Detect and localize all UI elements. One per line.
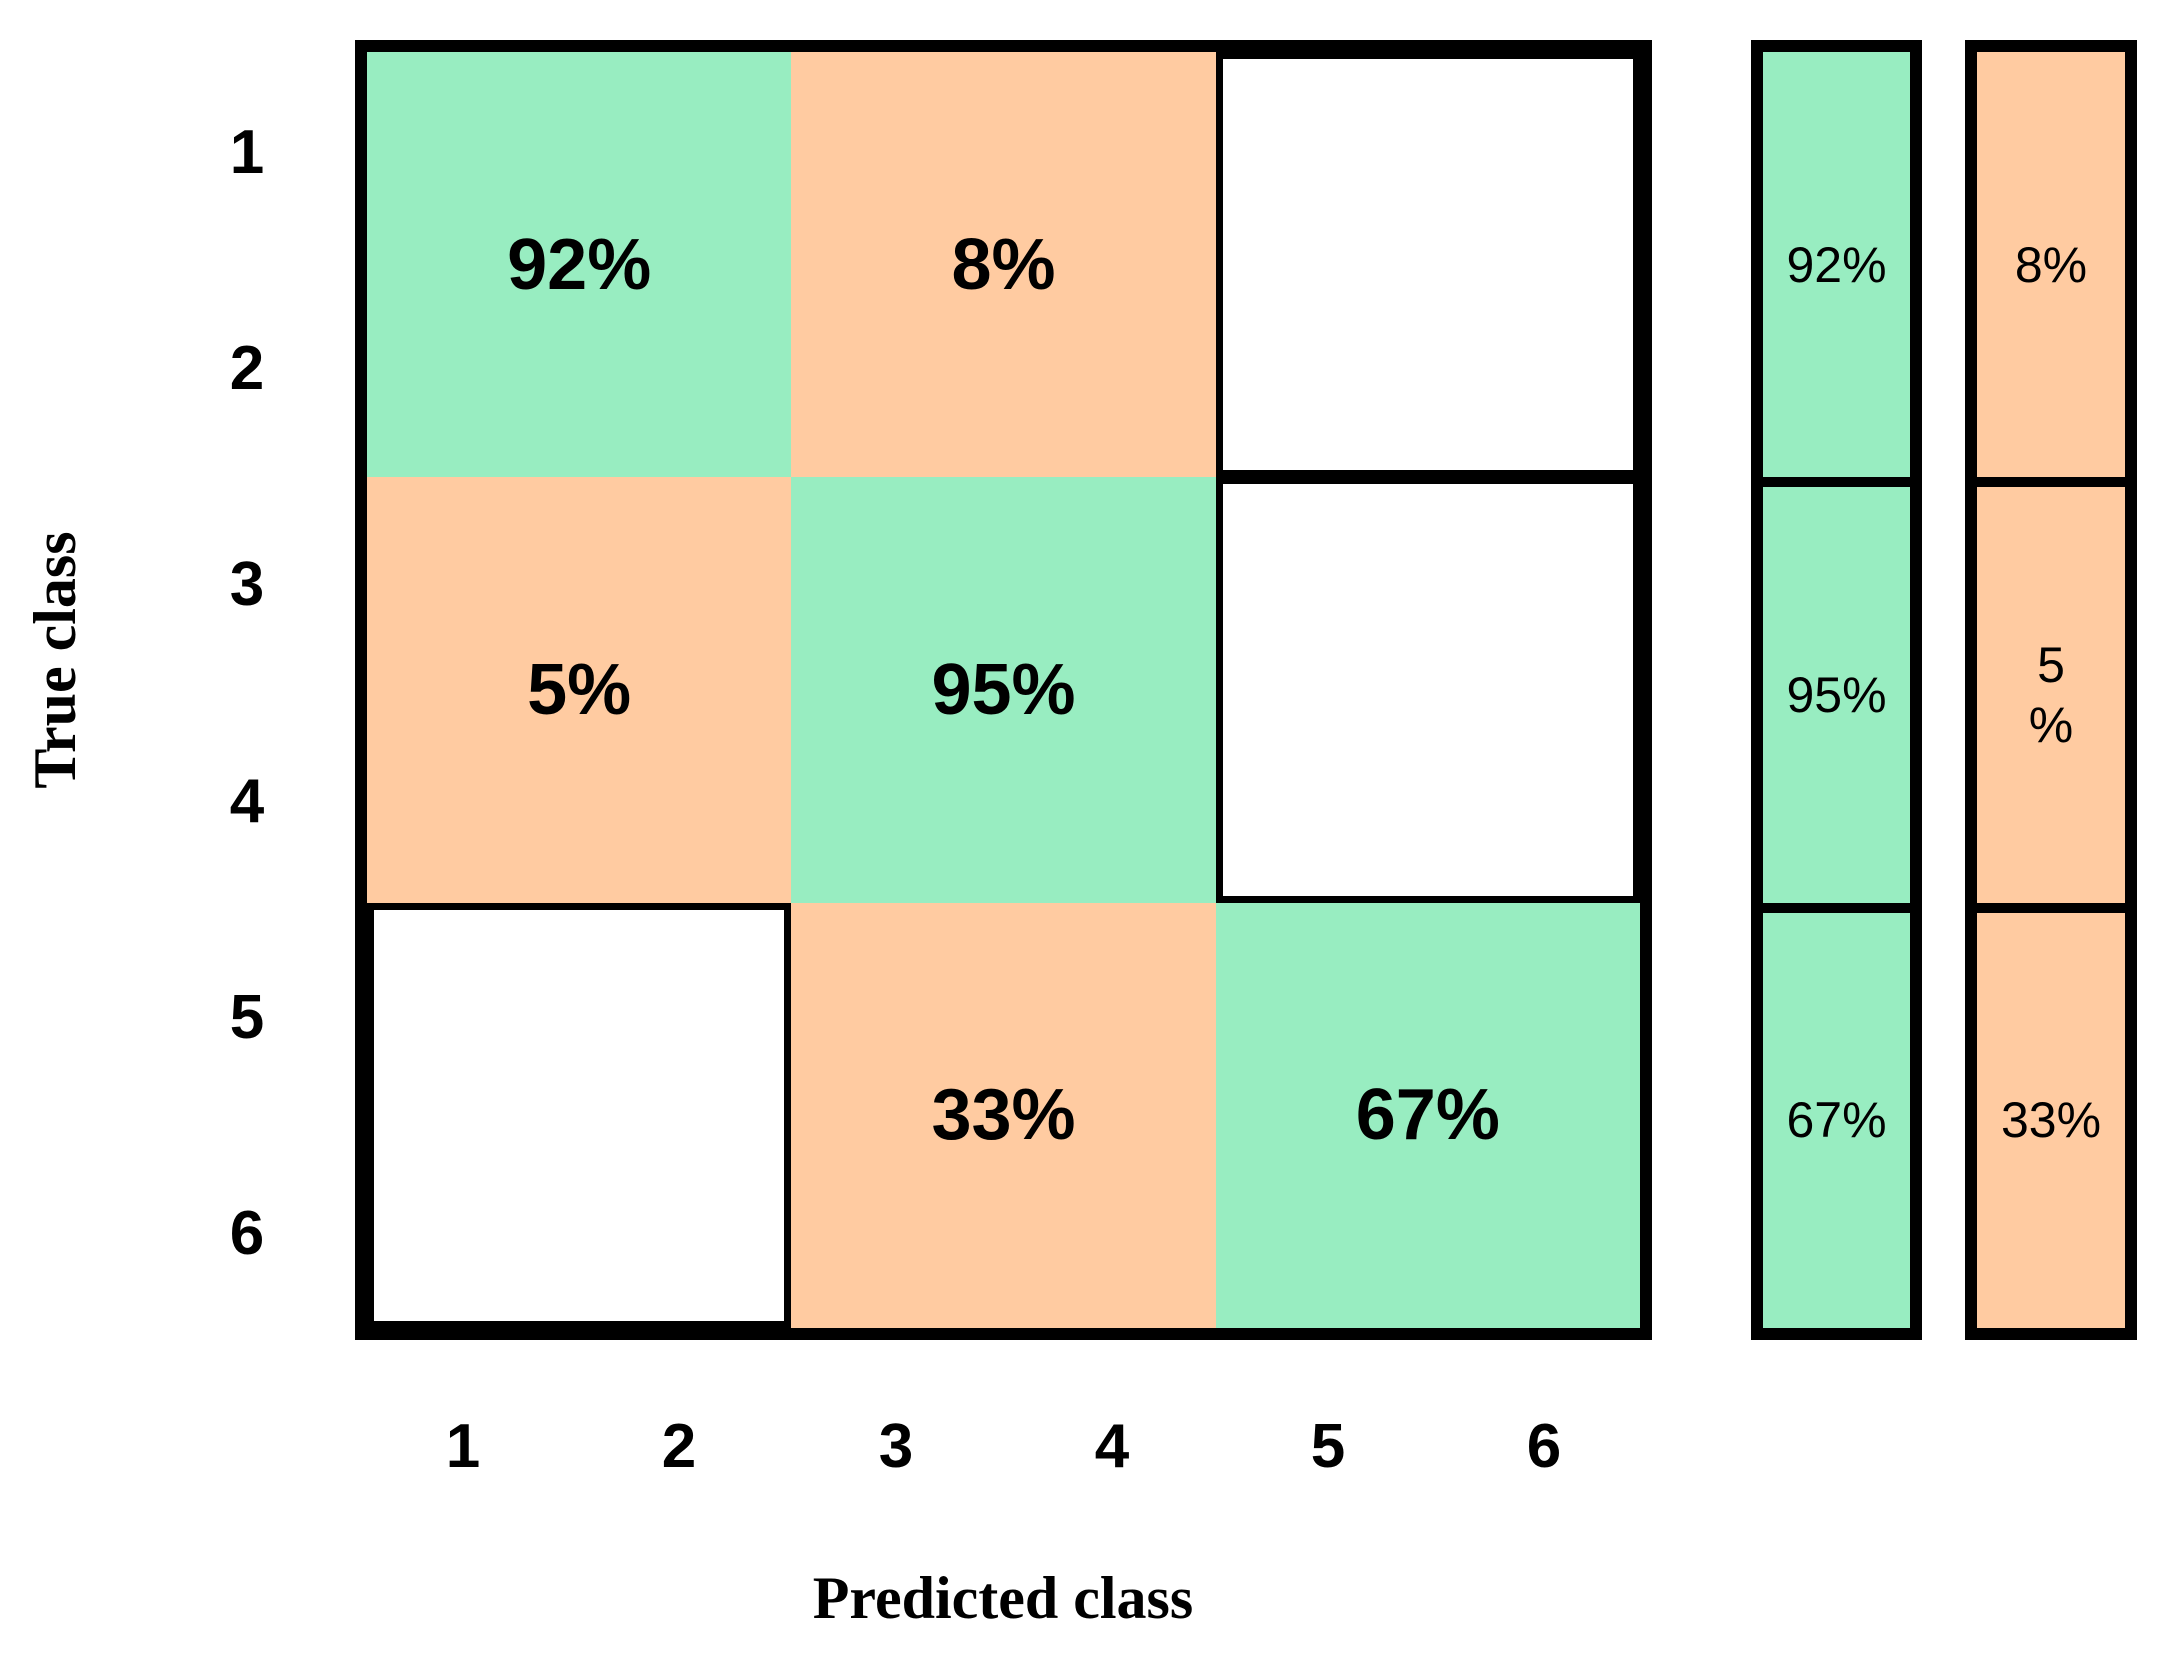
matrix-cell-r34-c34: 95% [791,477,1216,903]
y-tick-2: 2 [229,334,265,403]
x-tick-1: 1 [445,1412,481,1481]
correct-rate-seg-2: 95% [1763,477,1910,903]
x-tick-5: 5 [1310,1412,1346,1481]
error-rate-seg-1: 8% [1977,52,2125,478]
x-tick-4: 4 [1094,1412,1130,1481]
error-rate-bar: 8% 5 % 33% [1965,40,2137,1340]
matrix-cell-r12-c34: 8% [791,52,1216,478]
y-tick-3: 3 [229,550,265,619]
x-axis-title: Predicted class [812,1565,1194,1631]
y-tick-1: 1 [229,118,265,187]
matrix-cell-r56-c12 [367,902,792,1328]
correct-rate-seg-1: 92% [1763,52,1910,478]
matrix-cell-r34-c12: 5% [367,477,792,903]
matrix-cell-r56-c56: 67% [1215,902,1640,1328]
x-tick-6: 6 [1526,1412,1562,1481]
y-tick-5: 5 [229,983,265,1052]
matrix-cell-r34-c56 [1215,477,1640,903]
matrix-cell-r12-c12: 92% [367,52,792,478]
error-rate-seg-3: 33% [1977,902,2125,1328]
x-tick-2: 2 [661,1412,697,1481]
correct-rate-seg-3: 67% [1763,902,1910,1328]
y-tick-6: 6 [229,1199,265,1268]
matrix-cell-r12-c56 [1215,52,1640,478]
x-tick-3: 3 [878,1412,914,1481]
matrix-grid: 92% 8% 5% 95% 33% 67% [355,40,1652,1340]
correct-rate-bar: 92% 95% 67% [1751,40,1922,1340]
y-tick-4: 4 [229,767,265,836]
matrix-cell-r56-c34: 33% [791,902,1216,1328]
y-axis-title: True class [22,531,88,789]
error-rate-seg-2: 5 % [1977,477,2125,903]
